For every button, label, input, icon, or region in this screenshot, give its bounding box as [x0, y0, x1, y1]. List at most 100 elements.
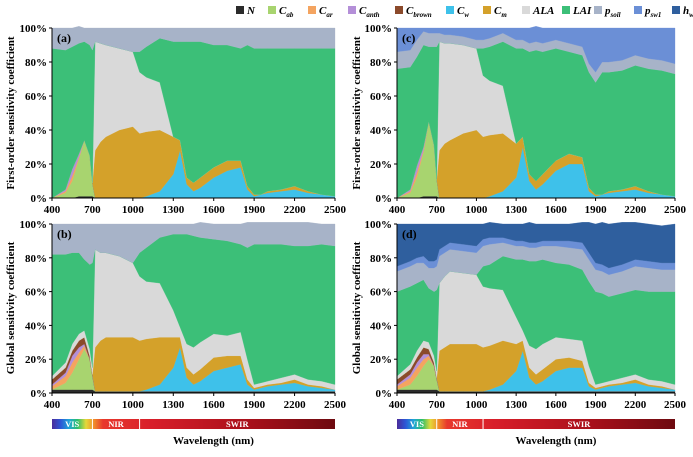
ylabel-right-top: First-order sensitivity coefficient — [351, 36, 363, 189]
x-tick-label: 2500 — [664, 399, 687, 411]
legend-swatch-Cm — [483, 6, 491, 14]
legend-swatch-Canth — [348, 6, 356, 14]
y-tick-label: 20% — [370, 354, 392, 366]
legend-label-Cm: Cm — [494, 5, 507, 19]
legend-label-LAI: LAI — [572, 5, 592, 17]
x-tick-label: 1600 — [545, 399, 568, 411]
y-tick-label: 60% — [25, 91, 47, 103]
panel-label: (d) — [402, 227, 417, 241]
legend-label-Cbrown: Cbrown — [406, 5, 432, 19]
legend-label-Canth: Canth — [359, 5, 380, 19]
chart-panel-c: 0% 20% 40% 60% 80% 100% 400 700 1000 1300 1600 1900… — [365, 23, 687, 216]
x-tick-label: 400 — [389, 399, 406, 411]
area-hw — [396, 222, 676, 269]
y-tick-label: 100% — [365, 219, 393, 231]
x-tick-label: 1000 — [465, 399, 488, 411]
y-tick-label: 60% — [370, 91, 392, 103]
chart-panel-d: 0% 20% 40% 60% 80% 100% 400 700 1000 1300 1600 1900… — [365, 219, 687, 411]
x-tick-label: 700 — [84, 204, 101, 216]
x-tick-label: 1300 — [162, 204, 185, 216]
y-tick-label: 100% — [20, 219, 48, 231]
x-tick-label: 400 — [389, 204, 406, 216]
y-tick-label: 40% — [370, 125, 392, 137]
x-tick-label: 1600 — [203, 399, 226, 411]
x-tick-label: 1900 — [243, 399, 266, 411]
x-tick-label: 1600 — [545, 204, 568, 216]
legend-swatch-Car — [308, 6, 316, 14]
x-tick-label: 2500 — [324, 399, 347, 411]
x-tick-label: 400 — [44, 399, 61, 411]
legend-swatch-Cbrown — [395, 6, 403, 14]
x-tick-label: 1600 — [203, 204, 226, 216]
legend-label-Cab: Cab — [279, 5, 294, 19]
legend-label-psoil: psoil — [604, 5, 621, 19]
legend-swatch-Cab — [268, 6, 276, 14]
y-tick-label: 40% — [25, 320, 47, 332]
y-tick-label: 20% — [25, 159, 47, 171]
x-axis-label: Wavelength (nm) — [173, 435, 254, 447]
region-label-vis: VIS — [410, 419, 424, 429]
x-tick-label: 1300 — [505, 399, 528, 411]
y-tick-label: 60% — [370, 287, 392, 299]
panel-label: (a) — [57, 31, 71, 45]
y-tick-label: 0% — [376, 193, 393, 205]
panel-label: (c) — [402, 31, 415, 45]
y-tick-label: 100% — [20, 23, 48, 35]
spectrum-gradient — [397, 419, 675, 429]
x-tick-label: 2200 — [284, 204, 307, 216]
legend-label-Cw: Cw — [457, 5, 469, 19]
legend-swatch-N — [236, 6, 244, 14]
y-tick-label: 0% — [31, 193, 48, 205]
legend-swatch-psw1 — [634, 6, 642, 14]
legend-label-psw1: psw1 — [644, 5, 661, 19]
y-tick-label: 80% — [370, 253, 392, 265]
y-tick-label: 80% — [370, 57, 392, 69]
region-label-swir: SWIR — [226, 419, 250, 429]
region-label-nir: NIR — [108, 419, 124, 429]
region-label-swir: SWIR — [568, 419, 592, 429]
chart-panels: 0% 20% 40% 60% 80% 100% 400 700 1000 1300 1600 1900… — [20, 23, 687, 411]
legend-label-N: N — [246, 5, 256, 17]
x-tick-label: 2500 — [664, 204, 687, 216]
ylabel-left-top: First-order sensitivity coefficient — [5, 36, 17, 189]
ylabel-left-bottom: Global sensitivity coefficient — [5, 241, 17, 374]
x-tick-label: 1300 — [162, 399, 185, 411]
x-tick-label: 700 — [84, 399, 101, 411]
spectrum-bars: VIS NIR SWIR Wavelength (nm) VIS NIR SWIR Wavel… — [52, 419, 675, 447]
ylabel-right-bottom: Global sensitivity coefficient — [351, 241, 363, 374]
y-tick-label: 40% — [25, 125, 47, 137]
legend-swatch-ALA — [522, 6, 530, 14]
area-psoil — [51, 26, 336, 52]
legend-label-hw: hw — [683, 5, 693, 19]
legend-label-Car: Car — [319, 5, 333, 19]
x-tick-label: 700 — [428, 204, 445, 216]
area-psw1 — [396, 26, 676, 73]
spectrum-bar-left: VIS NIR SWIR Wavelength (nm) — [52, 419, 335, 447]
y-tick-label: 80% — [25, 253, 47, 265]
chart-panel-a: 0% 20% 40% 60% 80% 100% 400 700 1000 1300 1600 1900… — [20, 23, 347, 216]
x-tick-label: 1900 — [243, 204, 266, 216]
x-tick-label: 2500 — [324, 204, 347, 216]
legend-swatch-Cw — [446, 6, 454, 14]
x-tick-label: 400 — [44, 204, 61, 216]
x-tick-label: 1000 — [122, 204, 145, 216]
x-tick-label: 1300 — [505, 204, 528, 216]
y-tick-label: 80% — [25, 57, 47, 69]
y-tick-label: 60% — [25, 287, 47, 299]
spectrum-gradient — [52, 419, 335, 429]
spectrum-bar-right: VIS NIR SWIR Wavelength (nm) — [397, 419, 675, 447]
x-axis-label: Wavelength (nm) — [516, 435, 597, 447]
region-label-vis: VIS — [65, 419, 79, 429]
chart-panel-b: 0% 20% 40% 60% 80% 100% 400 700 1000 1300 1600 1900… — [20, 219, 347, 411]
y-tick-label: 20% — [25, 354, 47, 366]
x-tick-label: 1000 — [465, 204, 488, 216]
legend: N Cab Car Canth Cbrown Cw Cm ALA LAI psoil psw1 hw — [236, 5, 693, 19]
legend-swatch-LAI — [562, 6, 570, 14]
y-tick-label: 40% — [370, 320, 392, 332]
x-tick-label: 1900 — [585, 204, 608, 216]
x-tick-label: 700 — [428, 399, 445, 411]
y-tick-label: 100% — [365, 23, 393, 35]
region-label-nir: NIR — [452, 419, 468, 429]
x-tick-label: 2200 — [624, 399, 647, 411]
